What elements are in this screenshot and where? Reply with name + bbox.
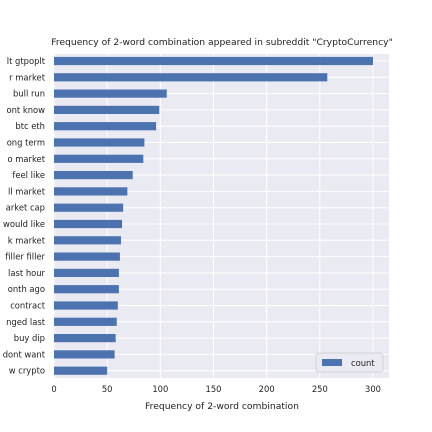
category-label: ong term [7,138,45,148]
category-labels: lt gtpoplt r market bull run ont know btc et… [3,56,46,376]
category-label: contract [10,301,46,311]
x-tick-labels: 0 50 100 150 200 250 300 [51,384,381,394]
bar [54,317,117,326]
x-tick-label: 150 [206,384,222,394]
category-label: last hour [8,268,46,278]
bar [54,350,115,359]
category-label: btc eth [15,121,45,131]
bar [54,187,128,196]
legend: count [315,352,384,373]
bar [54,268,119,277]
category-label: buy dip [14,333,45,343]
category-label: bull run [13,89,45,99]
bar [54,203,124,212]
category-label: w crypto [9,366,45,376]
legend-label: count [351,358,375,368]
bar [54,154,144,163]
x-tick-label: 300 [365,384,381,394]
x-tick-label: 0 [51,384,56,394]
category-label: r market [9,72,46,82]
category-label: would like [3,219,45,229]
category-label: k market [8,235,46,245]
category-label: nged last [6,317,46,327]
x-axis-label: Frequency of 2-word combination [145,401,299,412]
legend-box [315,352,384,373]
bar [54,301,118,310]
bar [54,171,133,180]
bar [54,366,108,375]
legend-swatch [322,359,342,366]
bar [54,56,373,66]
x-tick-label: 250 [312,384,328,394]
category-label: ll market [8,186,46,196]
category-label: o market [7,154,45,164]
bar [54,236,121,245]
category-label: dont want [3,349,46,359]
bar [54,122,157,131]
category-label: ont know [6,105,45,115]
bar [54,252,120,261]
bar [54,138,145,147]
category-label: lt gtpoplt [7,56,46,66]
category-label: filler filler [5,252,45,262]
bar [54,219,123,229]
bar [54,285,119,294]
category-label: arket cap [6,203,45,213]
x-tick-label: 200 [259,384,275,394]
bars [54,56,373,375]
category-label: onth ago [8,284,45,294]
x-tick-label: 50 [102,384,113,394]
plot-area [54,54,389,378]
x-tick-label: 100 [152,384,168,394]
category-label: feel like [12,170,45,180]
bar [54,105,160,114]
bar [54,73,328,82]
bar [54,89,167,98]
bar [54,334,116,343]
chart-title: Frequency of 2-word combination appeared… [51,37,393,48]
